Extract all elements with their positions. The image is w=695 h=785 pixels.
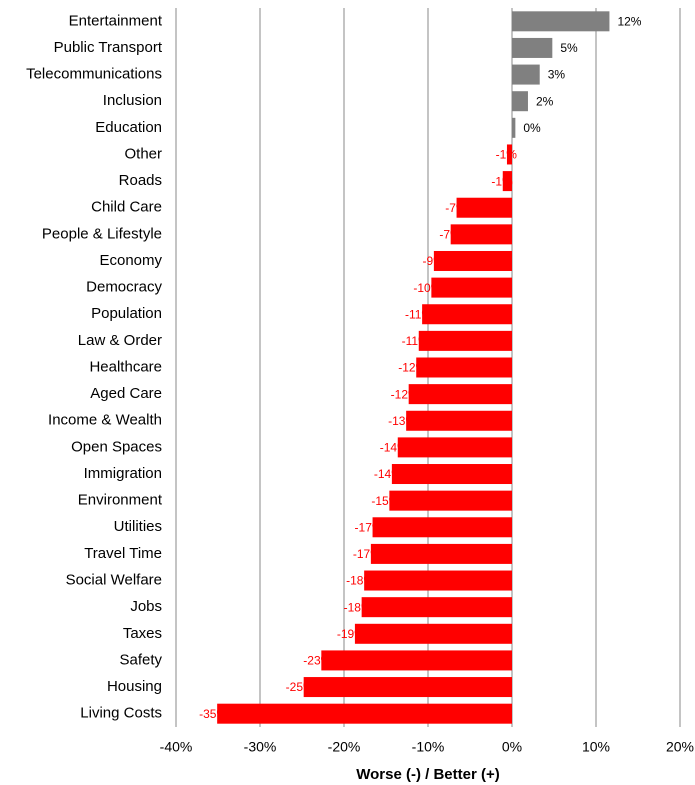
bar (512, 37, 553, 58)
value-label: 2% (536, 94, 554, 108)
bar (422, 304, 512, 325)
bar (406, 410, 512, 431)
value-label: -7% (439, 228, 461, 242)
bar (433, 250, 512, 271)
bar (431, 277, 512, 298)
bar (506, 144, 512, 165)
value-label: -13% (388, 414, 416, 428)
y-tick-label: Safety (119, 651, 162, 668)
bar (512, 11, 610, 32)
y-tick-label: Democracy (86, 279, 162, 296)
value-label: -14% (374, 467, 402, 481)
y-tick-label: Housing (107, 678, 162, 695)
y-tick-label: Inclusion (103, 92, 162, 109)
bar (217, 703, 512, 724)
value-label: 0% (523, 121, 541, 135)
y-tick-label: Entertainment (69, 12, 163, 29)
y-tick-label: Income & Wealth (48, 412, 162, 429)
x-tick-label: -20% (328, 739, 361, 755)
value-label: -18% (346, 574, 374, 588)
value-label: -14% (380, 441, 408, 455)
value-label: -15% (371, 494, 399, 508)
x-tick-label: 10% (582, 739, 610, 755)
y-tick-label: Travel Time (84, 545, 162, 562)
bar (418, 330, 512, 351)
value-label: 12% (617, 14, 641, 28)
bar (303, 677, 512, 698)
value-label: -1% (496, 148, 518, 162)
value-label: -19% (337, 627, 365, 641)
bar (512, 64, 540, 85)
value-label: -10% (413, 281, 441, 295)
y-tick-label: People & Lifestyle (42, 225, 162, 242)
y-tick-label: Healthcare (89, 358, 162, 375)
y-tick-label: Environment (78, 492, 163, 509)
y-tick-label: Economy (99, 252, 162, 269)
value-label: 5% (560, 41, 578, 55)
value-label: -9% (423, 254, 445, 268)
y-tick-label: Roads (119, 172, 162, 189)
bar (370, 543, 512, 564)
bar (354, 623, 512, 644)
y-tick-label: Other (124, 145, 162, 162)
value-label: -7% (445, 201, 467, 215)
y-tick-label: Living Costs (80, 705, 162, 722)
y-tick-label: Utilities (114, 518, 162, 535)
bar (364, 570, 512, 591)
bar (321, 650, 512, 671)
x-axis-title: Worse (-) / Better (+) (356, 766, 500, 783)
bar (450, 224, 512, 245)
bar (502, 171, 512, 192)
x-tick-label: -10% (412, 739, 445, 755)
bar (391, 464, 512, 485)
value-label: 3% (548, 68, 566, 82)
y-tick-label: Immigration (84, 465, 162, 482)
value-label: -35% (199, 707, 227, 721)
x-tick-label: -30% (244, 739, 277, 755)
bar (397, 437, 512, 458)
value-label: -23% (303, 654, 331, 668)
y-tick-label: Open Spaces (71, 438, 162, 455)
value-label: -17% (355, 520, 383, 534)
x-tick-label: 0% (502, 739, 522, 755)
y-tick-label: Law & Order (78, 332, 162, 349)
bar (456, 197, 512, 218)
value-label: -1% (491, 174, 513, 188)
y-tick-label: Child Care (91, 199, 162, 216)
y-tick-label: Taxes (123, 625, 162, 642)
value-label: -11% (405, 307, 432, 321)
value-label: -25% (286, 680, 314, 694)
y-tick-label: Education (95, 119, 162, 136)
bar (512, 91, 528, 112)
bar (512, 117, 516, 138)
value-label: -11% (402, 334, 429, 348)
value-label: -12% (391, 387, 419, 401)
value-label: -18% (344, 600, 372, 614)
y-tick-label: Social Welfare (66, 572, 162, 589)
value-label: -12% (398, 361, 426, 375)
x-tick-label: -40% (160, 739, 193, 755)
x-tick-label: 20% (666, 739, 694, 755)
bar (389, 490, 512, 511)
y-tick-label: Telecommunications (26, 66, 162, 83)
y-tick-label: Population (91, 305, 162, 322)
bar (372, 517, 512, 538)
bar (408, 384, 512, 405)
y-tick-label: Jobs (130, 598, 162, 615)
y-tick-label: Aged Care (90, 385, 162, 402)
y-tick-label: Public Transport (54, 39, 163, 56)
bar (416, 357, 512, 378)
bar (361, 597, 512, 618)
value-label: -17% (353, 547, 381, 561)
